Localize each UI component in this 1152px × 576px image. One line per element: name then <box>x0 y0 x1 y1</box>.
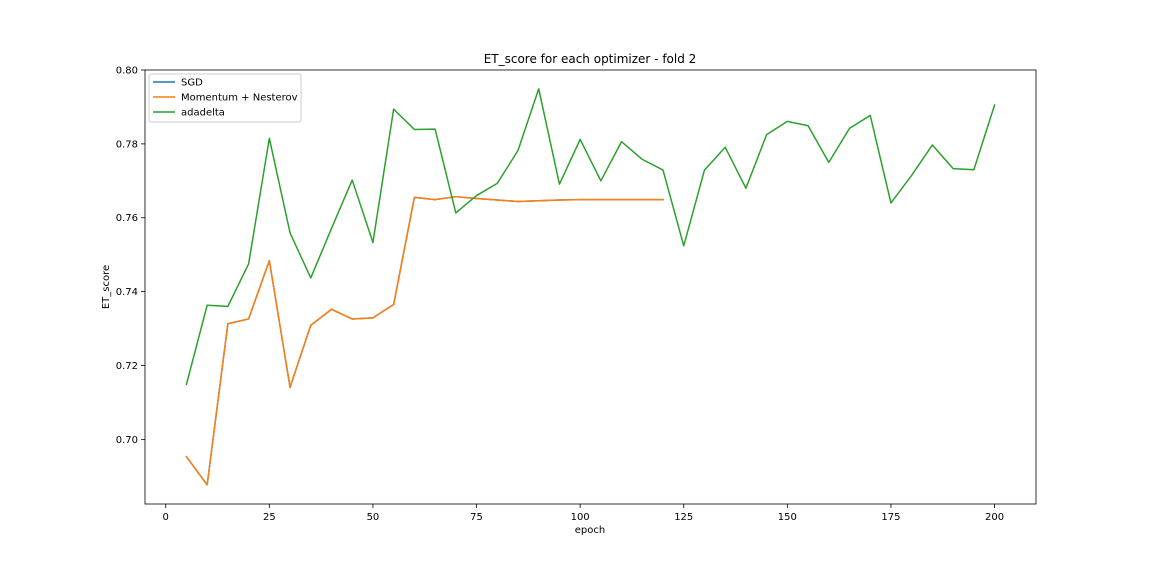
y-tick-label: 0.70 <box>116 435 138 446</box>
x-tick-label: 150 <box>778 512 797 523</box>
legend: SGD Momentum + Nesterov adadelta <box>148 73 302 123</box>
x-tick-label: 0 <box>163 512 169 523</box>
axes-background <box>145 70 1036 504</box>
x-tick-label: 100 <box>571 512 590 523</box>
y-tick-label: 0.78 <box>116 139 138 150</box>
x-axis: 0 25 50 75 100 125 150 175 200 <box>163 504 1004 523</box>
x-tick-label: 50 <box>367 512 380 523</box>
series-layer <box>185 88 996 486</box>
axes-frame <box>144 69 1037 505</box>
legend-entry: SGD <box>181 78 203 89</box>
x-axis-label: epoch <box>575 525 605 536</box>
x-tick-label: 75 <box>470 512 483 523</box>
x-tick-label: 175 <box>881 512 900 523</box>
y-tick-label: 0.72 <box>116 361 138 372</box>
x-tick-label: 25 <box>263 512 276 523</box>
y-tick-label: 0.80 <box>116 66 138 77</box>
x-tick-label: 200 <box>985 512 1004 523</box>
plot-area <box>144 69 1037 505</box>
chart-title: ET_score for each optimizer - fold 2 <box>484 52 697 66</box>
y-axis: 0.70 0.72 0.74 0.76 0.78 0.80 <box>116 66 145 446</box>
series-line-2 <box>185 195 664 486</box>
series-line-3 <box>185 88 996 386</box>
y-tick-label: 0.74 <box>116 287 138 298</box>
legend-entry: adadelta <box>181 108 225 119</box>
legend-items: SGD Momentum + Nesterov adadelta <box>153 78 298 119</box>
legend-box <box>148 73 302 123</box>
y-axis-label: ET_score <box>101 265 112 309</box>
legend-entry: Momentum + Nesterov <box>181 93 298 104</box>
y-tick-label: 0.76 <box>116 213 138 224</box>
x-tick-label: 125 <box>674 512 693 523</box>
